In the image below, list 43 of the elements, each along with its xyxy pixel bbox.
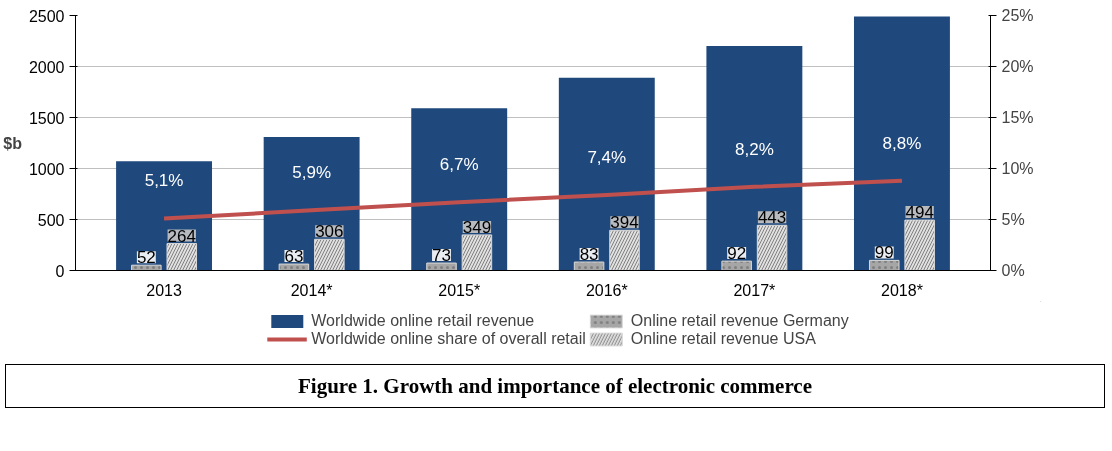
- y2-tick-label: 15%: [1001, 109, 1034, 126]
- data-label: 6,7%: [439, 155, 479, 175]
- data-label: 73: [432, 246, 451, 266]
- data-label: 443: [757, 208, 787, 228]
- x-tick-label: 2014*: [290, 281, 333, 299]
- legend-label: Online retail revenue USA: [630, 330, 816, 348]
- data-label: 92: [727, 244, 747, 264]
- y-tick-label: 1000: [28, 160, 65, 178]
- bar: [853, 16, 950, 271]
- legend-label: Online retail revenue Germany: [630, 312, 849, 330]
- data-label: 63: [284, 247, 304, 267]
- data-label: 8,8%: [882, 133, 922, 153]
- data-label: 83: [579, 245, 599, 265]
- data-label: 394: [610, 213, 639, 233]
- legend-label: Worldwide online share of overall retail: [311, 330, 586, 348]
- data-label: 7,4%: [587, 148, 627, 168]
- y2-tick-label: 20%: [1001, 58, 1034, 75]
- x-tick-label: 2013: [146, 281, 182, 299]
- y-tick-label: 1500: [28, 109, 65, 127]
- y2-tick-label: 0%: [1001, 262, 1025, 279]
- x-tick-label: 2017*: [733, 281, 776, 299]
- y-tick-label: 500: [37, 211, 65, 229]
- y2-tick-label: 25%: [1001, 7, 1034, 24]
- legend-label: Worldwide online retail revenue: [311, 312, 535, 330]
- data-label: 264: [167, 226, 196, 246]
- data-label: 5,1%: [144, 171, 184, 191]
- y2-tick-label: 5%: [1001, 211, 1025, 228]
- y-tick-label: 0: [55, 262, 65, 280]
- y-axis-title: $b: [3, 134, 23, 152]
- data-label: 52: [136, 248, 156, 268]
- data-label: 349: [462, 217, 492, 237]
- data-label: 494: [905, 203, 934, 223]
- x-tick-label: 2018*: [881, 281, 923, 299]
- x-tick-label: 2015*: [438, 281, 481, 299]
- data-label: 5,9%: [292, 163, 332, 183]
- y2-tick-label: 10%: [1001, 160, 1034, 177]
- data-label: 8,2%: [735, 139, 774, 159]
- y-tick-label: 2500: [28, 7, 65, 25]
- data-label: 99: [874, 243, 894, 263]
- y-tick-label: 2000: [28, 58, 65, 76]
- x-tick-label: 2016*: [585, 281, 628, 299]
- data-label: 306: [315, 222, 344, 242]
- caption: Figure 1. Growth and importance of electronic commerce: [298, 373, 812, 400]
